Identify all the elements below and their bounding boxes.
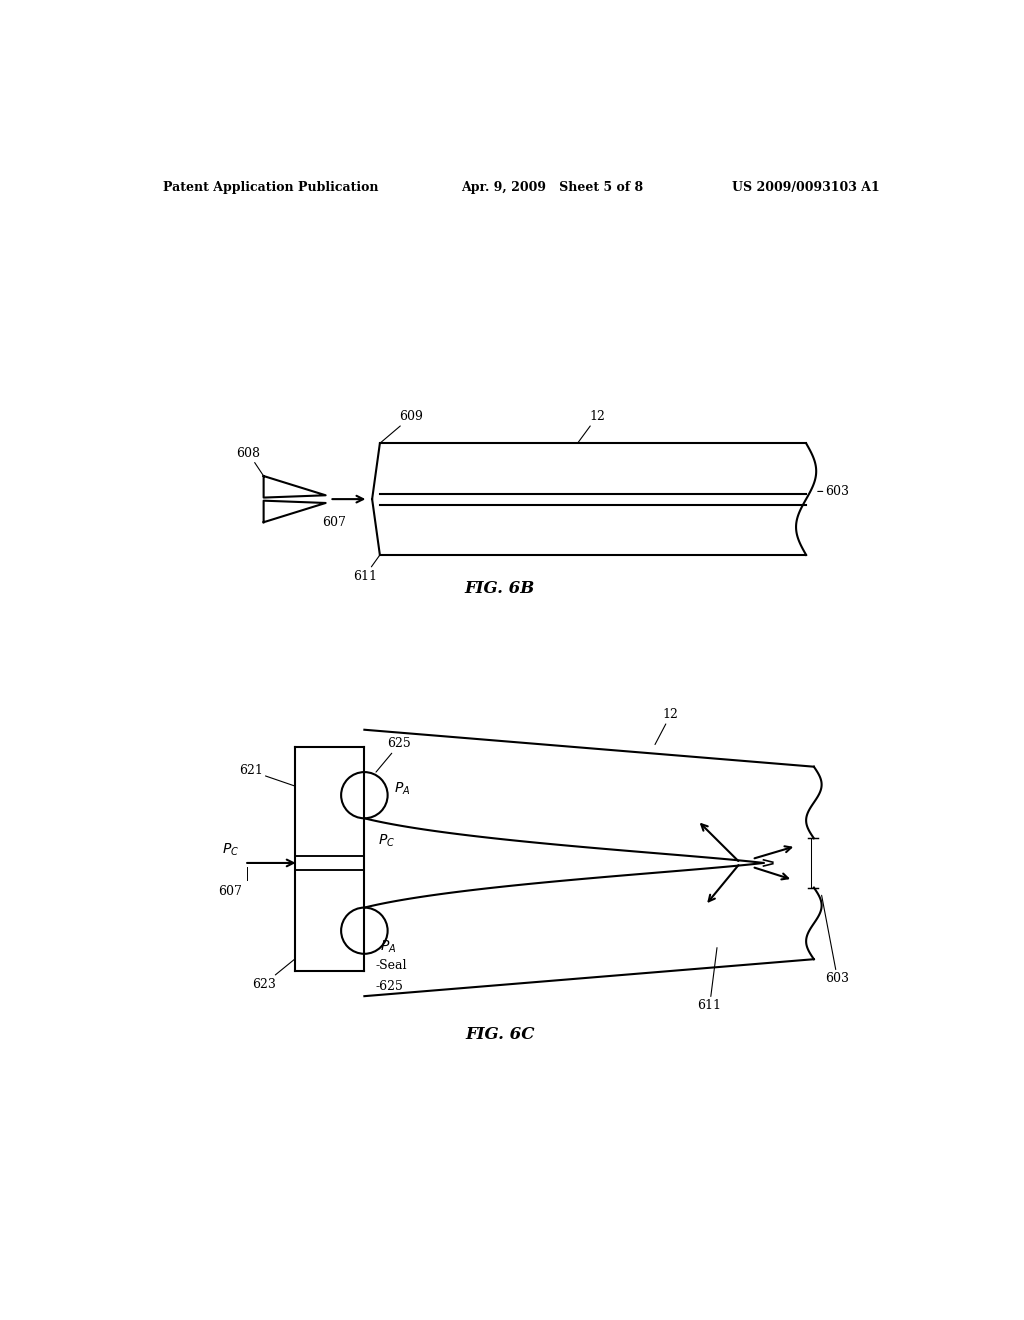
Text: 611: 611	[352, 554, 380, 582]
Text: FIG. 6C: FIG. 6C	[465, 1026, 535, 1043]
Text: 12: 12	[578, 411, 605, 444]
Text: 607: 607	[218, 884, 242, 898]
Text: 607: 607	[322, 516, 346, 529]
Text: US 2009/0093103 A1: US 2009/0093103 A1	[732, 181, 881, 194]
Text: -625: -625	[376, 979, 403, 993]
Text: 608: 608	[237, 446, 263, 477]
Text: 623: 623	[252, 960, 295, 991]
Text: 611: 611	[697, 948, 722, 1012]
Text: $P_C$: $P_C$	[378, 833, 395, 849]
Text: $P_A$: $P_A$	[380, 939, 396, 954]
Text: 603: 603	[821, 895, 850, 985]
Text: 603: 603	[818, 484, 850, 498]
Text: 12: 12	[655, 709, 679, 744]
Text: $P_A$: $P_A$	[394, 781, 411, 797]
Text: FIG. 6B: FIG. 6B	[465, 579, 536, 597]
Text: $P_C$: $P_C$	[221, 842, 239, 858]
Text: 621: 621	[239, 764, 295, 785]
Text: -Seal: -Seal	[376, 958, 408, 972]
Text: 609: 609	[380, 411, 423, 444]
Text: Patent Application Publication: Patent Application Publication	[163, 181, 379, 194]
Text: Apr. 9, 2009   Sheet 5 of 8: Apr. 9, 2009 Sheet 5 of 8	[461, 181, 643, 194]
Text: 625: 625	[376, 738, 412, 772]
